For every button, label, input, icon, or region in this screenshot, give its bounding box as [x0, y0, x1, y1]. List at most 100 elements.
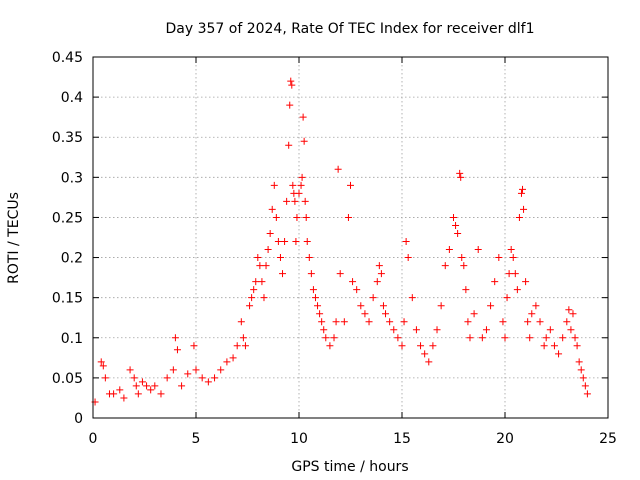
data-point	[248, 294, 256, 302]
data-point	[293, 213, 301, 221]
data-point	[143, 382, 151, 390]
data-point	[314, 302, 322, 310]
data-point	[101, 374, 109, 382]
y-tick-label: 0.25	[52, 210, 83, 226]
data-point	[555, 350, 563, 358]
x-tick-label: 20	[496, 431, 514, 447]
y-tick-labels: 0 0.05 0.1 0.15 0.2 0.25 0.3 0.35 0.4 0.45	[52, 50, 83, 427]
data-point	[458, 254, 466, 262]
y-tick-label: 0	[74, 411, 83, 427]
data-point	[454, 229, 462, 237]
data-point	[334, 165, 342, 173]
data-point	[509, 254, 517, 262]
data-point	[474, 246, 482, 254]
data-point	[134, 390, 142, 398]
x-tick-label: 0	[89, 431, 98, 447]
data-point	[526, 334, 534, 342]
data-point	[501, 334, 509, 342]
data-point	[276, 254, 284, 262]
data-point	[252, 278, 260, 286]
data-point	[286, 101, 294, 109]
data-point	[540, 342, 548, 350]
data-point	[262, 262, 270, 270]
data-point	[279, 270, 287, 278]
data-point	[322, 334, 330, 342]
data-point	[583, 390, 591, 398]
data-point	[386, 318, 394, 326]
data-point	[316, 310, 324, 318]
data-point	[575, 358, 583, 366]
data-point	[192, 366, 200, 374]
data-point	[309, 286, 317, 294]
data-point	[303, 238, 311, 246]
y-tick-label: 0.15	[52, 291, 83, 307]
data-point	[344, 213, 352, 221]
data-point	[429, 342, 437, 350]
data-point	[254, 254, 262, 262]
data-point	[375, 262, 383, 270]
data-point	[211, 374, 219, 382]
data-point	[302, 213, 310, 221]
data-point	[507, 246, 515, 254]
data-point	[491, 278, 499, 286]
data-point	[266, 229, 274, 237]
data-point	[217, 366, 225, 374]
data-point	[503, 294, 511, 302]
data-point	[295, 189, 303, 197]
data-point	[522, 278, 530, 286]
data-point	[116, 386, 124, 394]
data-point	[311, 294, 319, 302]
data-point	[579, 374, 587, 382]
data-point	[546, 326, 554, 334]
data-point	[256, 262, 264, 270]
data-point	[291, 197, 299, 205]
data-point	[520, 205, 528, 213]
data-point	[571, 334, 579, 342]
data-point	[237, 318, 245, 326]
y-tick-label: 0.3	[61, 170, 83, 186]
data-point	[445, 246, 453, 254]
data-point	[301, 197, 309, 205]
data-point	[369, 294, 377, 302]
data-point	[402, 238, 410, 246]
data-point	[120, 394, 128, 402]
y-axis-label: ROTI / TECUs	[6, 192, 22, 284]
data-point	[462, 286, 470, 294]
data-point	[300, 137, 308, 145]
x-tick-label: 25	[599, 431, 617, 447]
data-point	[524, 318, 532, 326]
data-point	[270, 181, 278, 189]
data-point	[536, 318, 544, 326]
data-point	[417, 342, 425, 350]
data-point	[250, 286, 258, 294]
data-point	[460, 262, 468, 270]
y-tick-label: 0.1	[61, 331, 83, 347]
data-point	[511, 270, 519, 278]
data-point	[577, 366, 585, 374]
data-point	[390, 326, 398, 334]
data-point	[132, 382, 140, 390]
data-point	[441, 262, 449, 270]
data-point	[147, 386, 155, 394]
data-point	[519, 185, 527, 193]
data-point	[365, 318, 373, 326]
data-point	[425, 358, 433, 366]
data-point	[289, 181, 297, 189]
data-point	[505, 270, 513, 278]
data-point	[326, 342, 334, 350]
data-point	[550, 342, 558, 350]
data-point	[297, 181, 305, 189]
y-tick-label: 0.35	[52, 130, 83, 146]
data-point	[138, 378, 146, 386]
data-point	[287, 77, 295, 85]
data-point	[382, 310, 390, 318]
data-point	[151, 382, 159, 390]
data-point	[373, 278, 381, 286]
data-point	[513, 286, 521, 294]
data-point	[569, 310, 577, 318]
data-point	[457, 173, 465, 181]
data-point	[495, 254, 503, 262]
data-point	[581, 382, 589, 390]
data-point	[478, 334, 486, 342]
data-point	[353, 286, 361, 294]
